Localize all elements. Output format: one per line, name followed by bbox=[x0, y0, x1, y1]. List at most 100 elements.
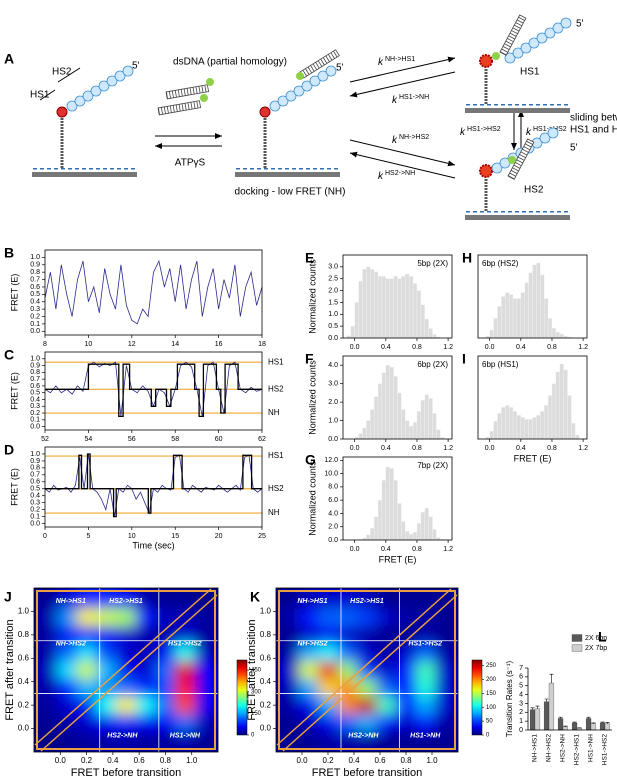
heatmap-cell bbox=[34, 696, 58, 714]
heatmap-cell bbox=[76, 696, 97, 714]
y-axis-label: Transition Rates (s⁻¹) bbox=[505, 660, 514, 737]
x-tick-label: 1.2 bbox=[443, 546, 453, 553]
colorbar-tick-label: 250 bbox=[486, 663, 497, 669]
hist-bar bbox=[377, 276, 383, 339]
heatmap-cell bbox=[415, 643, 436, 662]
plot-frame bbox=[477, 355, 588, 440]
y-tick-label: 1.0 bbox=[328, 311, 338, 318]
heatmap-cell bbox=[357, 626, 377, 644]
y-tick-label: 0.5 bbox=[30, 486, 40, 493]
hist-bar bbox=[381, 372, 387, 440]
hist-bar bbox=[401, 521, 406, 541]
hist-bar bbox=[358, 433, 363, 440]
x-tick-label: 15 bbox=[171, 533, 179, 540]
diagonal bbox=[34, 588, 212, 746]
heatmap-cell bbox=[376, 643, 397, 662]
heatmap-cell bbox=[337, 696, 358, 714]
panel-letter: L bbox=[598, 629, 607, 645]
x-tick-label: 12 bbox=[128, 341, 136, 348]
heatmap-cell bbox=[57, 678, 77, 697]
y-tick-label: 0.8 bbox=[30, 269, 40, 276]
hist-bar bbox=[373, 516, 379, 541]
heatmap-cell bbox=[116, 731, 136, 752]
colorbar-tick-label: 300 bbox=[251, 689, 262, 695]
x-tick-label: 0.0 bbox=[55, 756, 67, 765]
y-tick-label: 0.7 bbox=[30, 376, 40, 383]
heatmap-cell bbox=[435, 626, 458, 644]
heatmap-cell bbox=[155, 643, 176, 662]
y-axis-label: FRET (E) bbox=[9, 468, 19, 506]
x-tick-label: 25 bbox=[258, 533, 266, 540]
y-tick-label: 0.7 bbox=[30, 472, 40, 479]
level-label: NH bbox=[268, 508, 280, 517]
x-tick-label: HS1->HS2 bbox=[602, 734, 609, 766]
colorbar bbox=[236, 659, 248, 736]
panel-letter: G bbox=[305, 452, 316, 468]
x-tick-label: 1.2 bbox=[443, 344, 453, 351]
heatmap-cell bbox=[76, 678, 97, 697]
hist-bar bbox=[528, 419, 533, 440]
hist-bar bbox=[547, 395, 553, 440]
heatmap-cell bbox=[57, 661, 77, 679]
donor-dye bbox=[508, 156, 516, 164]
plot-frame bbox=[342, 254, 453, 339]
diagonal bbox=[282, 594, 458, 752]
heatmap-cell bbox=[34, 661, 58, 679]
heatmap-cell bbox=[318, 713, 338, 732]
heatmap-cell bbox=[175, 696, 195, 714]
y-tick-label: 0.1 bbox=[30, 321, 40, 328]
region-label: HS1->HS2 bbox=[168, 641, 202, 648]
hist-bar bbox=[436, 429, 441, 440]
panel-a: A HS1 HS2 5' dsDNA (partial homology) AT… bbox=[4, 15, 617, 220]
plot-frame bbox=[275, 587, 459, 753]
x-axis-label: FRET before transition bbox=[71, 767, 181, 779]
rate-label: k NH->HS1 bbox=[378, 56, 415, 68]
hist-bar bbox=[366, 420, 371, 440]
heatmap-cell bbox=[318, 731, 338, 752]
bar bbox=[571, 722, 578, 731]
x-tick-label: 58 bbox=[171, 436, 179, 443]
heatmap-cell bbox=[396, 661, 416, 679]
heatmap-cell bbox=[435, 588, 458, 609]
hist-bar bbox=[493, 318, 498, 339]
label: sliding between bbox=[570, 113, 617, 124]
hist-bar bbox=[381, 480, 387, 541]
y-tick-label: 0.1 bbox=[30, 513, 40, 520]
heatmap-cell bbox=[57, 608, 77, 627]
y-tick-label: 3.0 bbox=[328, 264, 338, 271]
region-label: HS2->HS1 bbox=[350, 598, 384, 605]
y-tick-label: 2 bbox=[519, 709, 523, 716]
x-tick-label: 60 bbox=[215, 436, 223, 443]
y-tick-label: 0.4 bbox=[30, 396, 40, 403]
heatmap-cell bbox=[415, 713, 436, 732]
x-tick-label: 0.6 bbox=[134, 756, 146, 765]
hist-bar bbox=[408, 533, 414, 541]
legend-label: 2X 6bp bbox=[585, 635, 607, 642]
heatmap-cell bbox=[135, 678, 156, 697]
y-tick-label: 1.0 bbox=[30, 254, 40, 261]
y-tick-label: 2.0 bbox=[328, 524, 338, 531]
heatmap-cell bbox=[96, 731, 117, 752]
label: HS1 bbox=[30, 90, 50, 101]
y-axis-label: FRET (E) bbox=[9, 372, 19, 410]
colorbar-tick-label: 100 bbox=[486, 705, 497, 711]
trace-line bbox=[44, 259, 263, 325]
heatmap-cell bbox=[337, 588, 358, 609]
hist-bar bbox=[512, 411, 518, 440]
y-tick-label: 0.2 bbox=[260, 700, 272, 709]
heatmap-cell bbox=[357, 588, 377, 609]
hist-bar bbox=[350, 325, 355, 339]
hist-bar bbox=[385, 365, 390, 440]
heatmap-cell bbox=[376, 696, 397, 714]
colorbar-tick-label: 450 bbox=[251, 668, 262, 674]
heatmap-cell bbox=[155, 713, 176, 732]
heatmap-cell bbox=[175, 678, 195, 697]
hist-bar bbox=[563, 369, 568, 440]
error-bar bbox=[586, 716, 591, 719]
region-label: HS1->NH bbox=[170, 732, 201, 739]
heatmap-cell bbox=[135, 661, 156, 679]
donor-dye bbox=[200, 94, 208, 102]
label: 5' bbox=[570, 143, 578, 154]
heatmap-cell bbox=[435, 608, 458, 627]
heatmap-cell bbox=[34, 588, 58, 609]
